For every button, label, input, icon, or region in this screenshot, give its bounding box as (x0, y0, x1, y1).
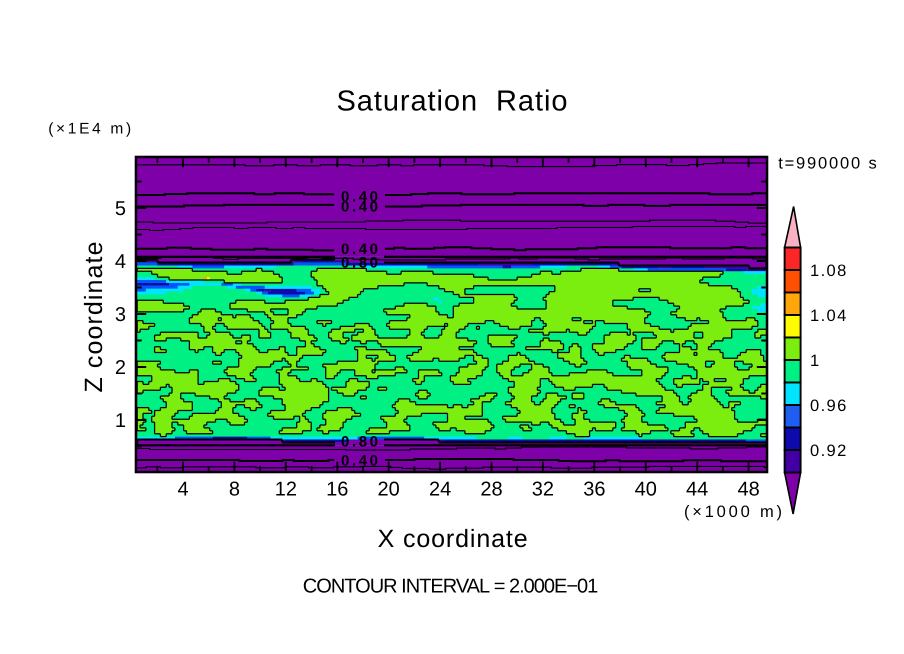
svg-text:(×1000 m): (×1000 m) (684, 503, 782, 521)
svg-text:CONTOUR INTERVAL = 2.000E−01: CONTOUR INTERVAL = 2.000E−01 (303, 575, 599, 597)
svg-text:2: 2 (115, 357, 126, 379)
svg-text:0.96: 0.96 (810, 397, 848, 415)
svg-text:12: 12 (275, 479, 297, 501)
svg-text:0.92: 0.92 (810, 442, 848, 460)
svg-text:24: 24 (429, 479, 451, 501)
svg-text:0.40: 0.40 (341, 199, 378, 216)
svg-text:1.08: 1.08 (810, 262, 848, 280)
svg-text:3: 3 (115, 304, 126, 326)
svg-text:20: 20 (378, 479, 400, 501)
svg-text:36: 36 (583, 479, 605, 501)
svg-text:48: 48 (737, 479, 759, 501)
svg-text:5: 5 (115, 198, 126, 220)
svg-text:4: 4 (177, 479, 188, 501)
svg-text:32: 32 (532, 479, 554, 501)
svg-text:40: 40 (635, 479, 657, 501)
svg-text:Saturation Ratio: Saturation Ratio (337, 86, 568, 118)
svg-text:44: 44 (686, 479, 708, 501)
svg-text:0.80: 0.80 (341, 434, 378, 451)
svg-text:0.40: 0.40 (341, 452, 378, 469)
svg-text:1: 1 (115, 410, 126, 432)
svg-text:4: 4 (115, 251, 126, 273)
svg-text:16: 16 (326, 479, 348, 501)
svg-text:1: 1 (810, 352, 821, 370)
svg-text:X coordinate: X coordinate (378, 525, 528, 553)
svg-text:Z coordinate: Z coordinate (80, 242, 108, 393)
svg-text:28: 28 (480, 479, 502, 501)
svg-text:8: 8 (229, 479, 240, 501)
svg-text:0.80: 0.80 (341, 254, 378, 271)
svg-text:1.04: 1.04 (810, 307, 848, 325)
